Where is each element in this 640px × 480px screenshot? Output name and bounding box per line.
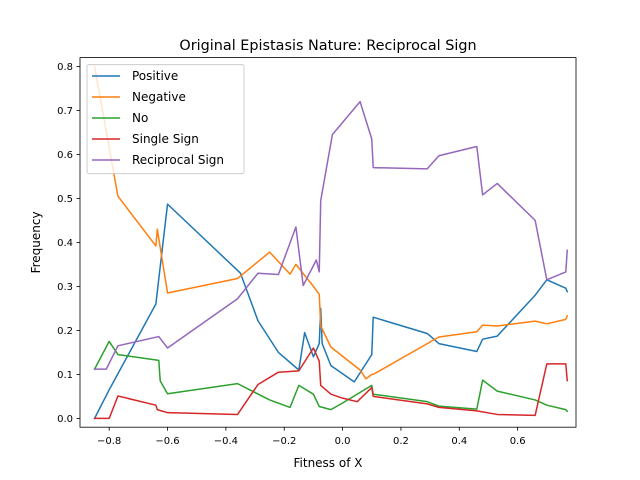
- legend-box: [86, 64, 245, 175]
- x-tick-label: 0.6: [510, 436, 526, 447]
- legend-label: No: [132, 111, 148, 125]
- y-axis-ticks: 0.0 0.1 0.2 0.3 0.4 0.5 0.6 0.7 0.8: [57, 62, 80, 425]
- y-tick-label: 0.1: [57, 370, 73, 381]
- y-tick-label: 0.2: [57, 326, 73, 337]
- x-tick-label: 0.4: [451, 436, 467, 447]
- y-tick-label: 0.5: [57, 194, 73, 205]
- series-line-2: [93, 340, 569, 413]
- legend-label: Single Sign: [132, 132, 199, 146]
- series-line-4: [93, 100, 569, 370]
- series-group: [93, 65, 569, 420]
- x-tick-label: −0.6: [155, 436, 179, 447]
- y-tick-label: 0.8: [57, 62, 73, 73]
- x-tick-label: 0.2: [393, 436, 409, 447]
- series-line-1: [93, 65, 569, 380]
- legend-label: Positive: [132, 69, 178, 83]
- y-tick-label: 0.3: [57, 282, 73, 293]
- legend-label: Negative: [132, 90, 186, 104]
- x-tick-label: −0.4: [214, 436, 238, 447]
- x-tick-label: −0.2: [272, 436, 296, 447]
- x-axis-ticks: −0.8 −0.6 −0.4 −0.2 0.0 0.2 0.4 0.6: [97, 427, 526, 447]
- legend-label: Reciprocal Sign: [132, 153, 224, 167]
- y-tick-label: 0.7: [57, 106, 73, 117]
- series-line-0: [93, 203, 569, 420]
- x-axis-label: Fitness of X: [294, 456, 363, 470]
- y-axis-label: Frequency: [29, 211, 43, 273]
- x-tick-label: 0.0: [335, 436, 351, 447]
- y-tick-label: 0.4: [57, 238, 73, 249]
- y-tick-label: 0.0: [57, 414, 73, 425]
- x-tick-label: −0.8: [97, 436, 121, 447]
- series-line-3: [93, 347, 569, 420]
- chart-title: Original Epistasis Nature: Reciprocal Si…: [179, 38, 476, 54]
- y-tick-label: 0.6: [57, 150, 73, 161]
- legend: Positive Negative No Single Sign Reciprocal …: [86, 64, 245, 175]
